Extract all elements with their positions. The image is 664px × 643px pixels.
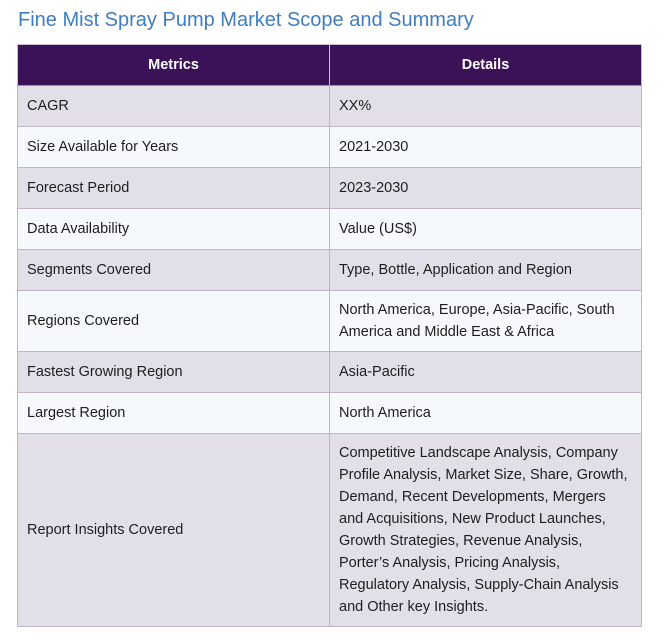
table-header-row: Metrics Details xyxy=(17,44,642,86)
metric-cell: Regions Covered xyxy=(17,290,330,352)
table-row: Segments Covered Type, Bottle, Applicati… xyxy=(17,249,642,291)
table-row: Data Availability Value (US$) xyxy=(17,208,642,250)
metric-cell: Size Available for Years xyxy=(17,126,330,168)
details-column-header: Details xyxy=(329,44,642,86)
market-scope-table: Metrics Details CAGR XX% Size Available … xyxy=(17,44,642,627)
table-row: Report Insights Covered Competitive Land… xyxy=(17,433,642,627)
detail-cell: 2023-2030 xyxy=(329,167,642,209)
detail-cell: Competitive Landscape Analysis, Company … xyxy=(329,433,642,627)
metric-cell: Segments Covered xyxy=(17,249,330,291)
page-title: Fine Mist Spray Pump Market Scope and Su… xyxy=(18,9,474,31)
metrics-column-header: Metrics xyxy=(17,44,330,86)
metric-cell: Report Insights Covered xyxy=(17,433,330,627)
metric-cell: Fastest Growing Region xyxy=(17,351,330,393)
table-row: CAGR XX% xyxy=(17,85,642,127)
table-row: Size Available for Years 2021-2030 xyxy=(17,126,642,168)
detail-cell: North America, Europe, Asia-Pacific, Sou… xyxy=(329,290,642,352)
metric-cell: Largest Region xyxy=(17,392,330,434)
table-row: Fastest Growing Region Asia-Pacific xyxy=(17,351,642,393)
detail-cell: XX% xyxy=(329,85,642,127)
metric-cell: Data Availability xyxy=(17,208,330,250)
metric-cell: Forecast Period xyxy=(17,167,330,209)
table-row: Forecast Period 2023-2030 xyxy=(17,167,642,209)
table-row: Regions Covered North America, Europe, A… xyxy=(17,290,642,352)
detail-cell: Asia-Pacific xyxy=(329,351,642,393)
detail-cell: Value (US$) xyxy=(329,208,642,250)
detail-cell: Type, Bottle, Application and Region xyxy=(329,249,642,291)
table-row: Largest Region North America xyxy=(17,392,642,434)
metric-cell: CAGR xyxy=(17,85,330,127)
detail-cell: North America xyxy=(329,392,642,434)
detail-cell: 2021-2030 xyxy=(329,126,642,168)
